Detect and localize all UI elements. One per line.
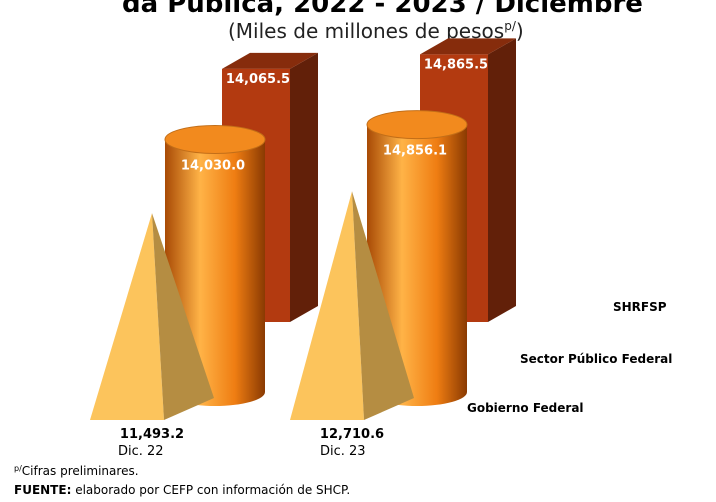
pyramid-front bbox=[290, 191, 364, 420]
source-label: FUENTE: bbox=[14, 483, 71, 497]
pyramid-bar bbox=[290, 191, 414, 420]
chart-title: da Pública, 2022 - 2023 / Diciembre bbox=[122, 0, 643, 19]
legend-label: SHRFSP bbox=[613, 300, 667, 314]
note-text: Cifras preliminares. bbox=[22, 464, 139, 478]
pyramid-side bbox=[152, 213, 214, 420]
value-label: 11,493.2 bbox=[120, 427, 184, 442]
legend-label: Sector Público Federal bbox=[520, 352, 672, 366]
value-label: 14,065.5 bbox=[226, 72, 290, 87]
x-tick-label: Dic. 22 bbox=[118, 444, 164, 459]
box-top bbox=[420, 38, 516, 55]
value-label: 12,710.6 bbox=[320, 427, 384, 442]
subtitle-close: ) bbox=[516, 19, 524, 43]
box-top bbox=[222, 52, 318, 69]
pyramid-bar bbox=[90, 213, 214, 420]
pyramid-front bbox=[90, 213, 164, 420]
chart-subtitle: (Miles de millones de pesosp/) bbox=[228, 19, 524, 43]
legend-label: Gobierno Federal bbox=[467, 401, 584, 415]
note-sup: p/ bbox=[14, 464, 22, 473]
cylinder-top bbox=[366, 110, 468, 140]
subtitle-sup: p/ bbox=[504, 19, 517, 33]
source-text: elaborado por CEFP con información de SH… bbox=[71, 483, 350, 497]
value-label: 14,856.1 bbox=[383, 144, 447, 159]
value-label: 14,030.0 bbox=[181, 158, 245, 173]
box-side bbox=[290, 52, 318, 323]
x-tick-label: Dic. 23 bbox=[320, 444, 366, 459]
box-side bbox=[488, 38, 516, 323]
value-label: 14,865.5 bbox=[424, 57, 488, 72]
cylinder-top bbox=[164, 124, 266, 154]
note: p/Cifras preliminares. bbox=[14, 464, 139, 478]
pyramid-side bbox=[352, 191, 414, 420]
source: FUENTE: elaborado por CEFP con informaci… bbox=[14, 483, 350, 497]
